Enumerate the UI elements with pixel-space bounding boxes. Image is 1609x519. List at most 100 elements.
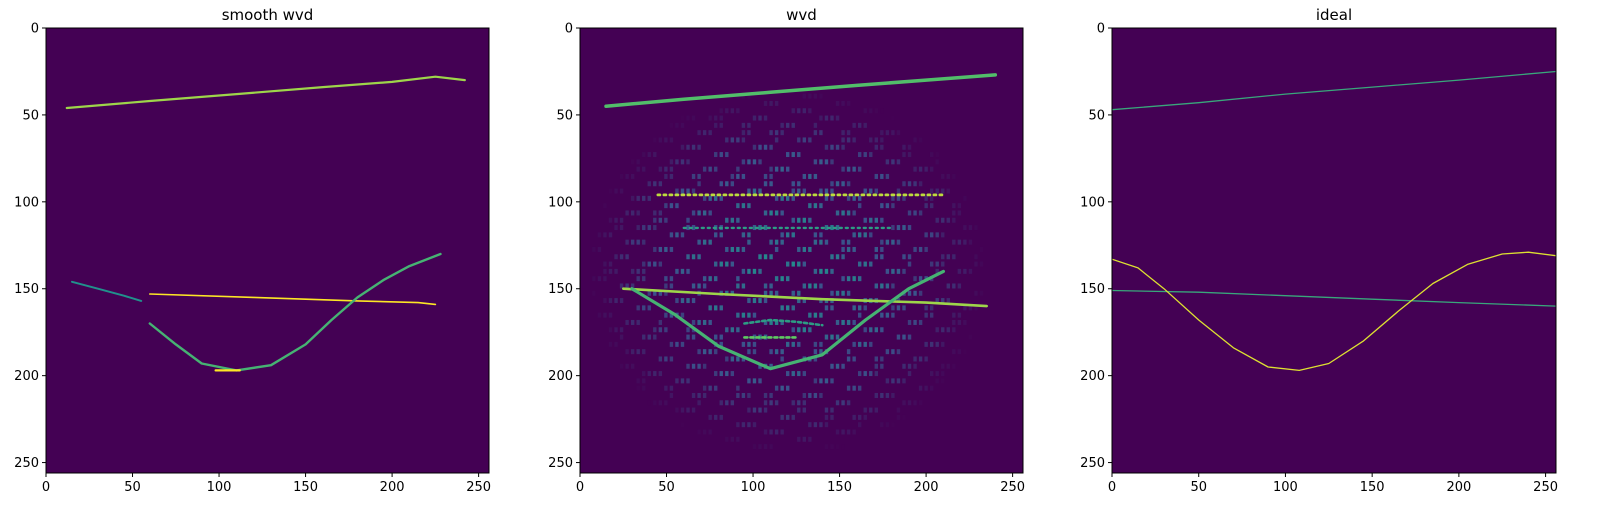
interference-cell (769, 444, 773, 450)
axes-frame (45, 27, 490, 474)
interference-cell (636, 319, 640, 325)
interference-cell (802, 246, 807, 252)
interference-cell (763, 144, 768, 150)
interference-cell (846, 246, 851, 252)
interference-cell (614, 268, 618, 274)
interference-cell (891, 130, 895, 136)
interference-cell (869, 261, 873, 267)
interference-cell (846, 130, 851, 136)
interference-cell (780, 239, 784, 245)
interference-cell (769, 144, 773, 150)
interference-cell (642, 195, 646, 201)
interference-cell (974, 305, 978, 311)
interference-cell (880, 137, 884, 143)
interference-cell (797, 188, 801, 194)
interference-cell (697, 363, 701, 369)
interference-cell (957, 319, 962, 325)
interference-cell (841, 319, 845, 325)
interference-cell (686, 225, 690, 231)
interference-cell (819, 268, 823, 274)
interference-cell (813, 349, 818, 355)
interference-cell (896, 188, 901, 194)
interference-cell (603, 261, 607, 267)
interference-cell (824, 225, 829, 231)
interference-cell (736, 246, 740, 252)
interference-cell (802, 400, 807, 406)
interference-cell (725, 137, 729, 143)
interference-cell (769, 210, 773, 216)
interference-cell (669, 159, 674, 165)
interference-cell (769, 130, 773, 136)
interference-cell (697, 392, 701, 398)
interference-cell (708, 115, 712, 121)
y-tick-label: 200 (14, 369, 39, 384)
interference-cell (929, 371, 934, 377)
x-tick-label: 200 (1446, 480, 1471, 495)
interference-cell (819, 239, 823, 245)
interference-cell (891, 392, 895, 398)
interference-cell (730, 290, 735, 296)
interference-cell (830, 115, 834, 121)
interference-cell (857, 232, 862, 238)
x-tick-label: 250 (1533, 480, 1558, 495)
interference-cell (841, 100, 845, 106)
interference-cell (747, 268, 751, 274)
interference-cell (664, 290, 668, 296)
interference-cell (907, 144, 912, 150)
interference-cell (675, 232, 679, 238)
interference-cell (924, 232, 928, 238)
interference-cell (802, 108, 807, 114)
interference-cell (819, 341, 823, 347)
interference-cell (603, 298, 607, 304)
interference-cell (780, 349, 784, 355)
interference-cell (852, 232, 856, 238)
interference-cell (891, 378, 895, 384)
interference-cell (835, 225, 840, 231)
interference-cell (719, 400, 723, 406)
interference-cell (880, 144, 884, 150)
interference-cell (824, 115, 829, 121)
interference-cell (946, 188, 950, 194)
interference-cell (625, 173, 629, 179)
interference-cell (902, 378, 906, 384)
interference-cell (808, 246, 812, 252)
interference-cell (664, 203, 668, 209)
interference-cell (691, 283, 696, 289)
interference-cell (857, 422, 862, 428)
interference-cell (824, 407, 829, 413)
interference-cell (630, 319, 635, 325)
interference-cell (702, 239, 707, 245)
interference-cell (714, 385, 718, 391)
interference-cell (625, 283, 629, 289)
interference-cell (813, 392, 818, 398)
x-tick-label: 50 (658, 480, 675, 495)
interference-cell (702, 283, 707, 289)
interference-cell (979, 246, 984, 252)
interference-cell (852, 210, 856, 216)
heatmap-image (65, 75, 466, 372)
interference-cell (924, 356, 928, 362)
interference-cell (653, 261, 657, 267)
interference-cell (664, 327, 668, 333)
interference-cell (725, 327, 729, 333)
interference-cell (719, 414, 723, 420)
interference-cell (880, 356, 884, 362)
interference-cell (763, 254, 768, 260)
interference-cell (636, 166, 640, 172)
interference-cell (653, 334, 657, 340)
interference-cell (630, 268, 635, 274)
interference-cell (941, 327, 945, 333)
interference-cell (902, 305, 906, 311)
interference-cell (819, 422, 823, 428)
interference-cell (747, 349, 751, 355)
interference-cell (686, 115, 690, 121)
y-tick-label: 50 (556, 108, 573, 123)
interference-cell (763, 290, 768, 296)
interference-cell (719, 371, 723, 377)
interference-cell (841, 429, 845, 435)
interference-cell (686, 268, 690, 274)
interference-cell (730, 246, 735, 252)
interference-cell (941, 188, 945, 194)
interference-cell (691, 363, 696, 369)
interference-cell (891, 225, 895, 231)
